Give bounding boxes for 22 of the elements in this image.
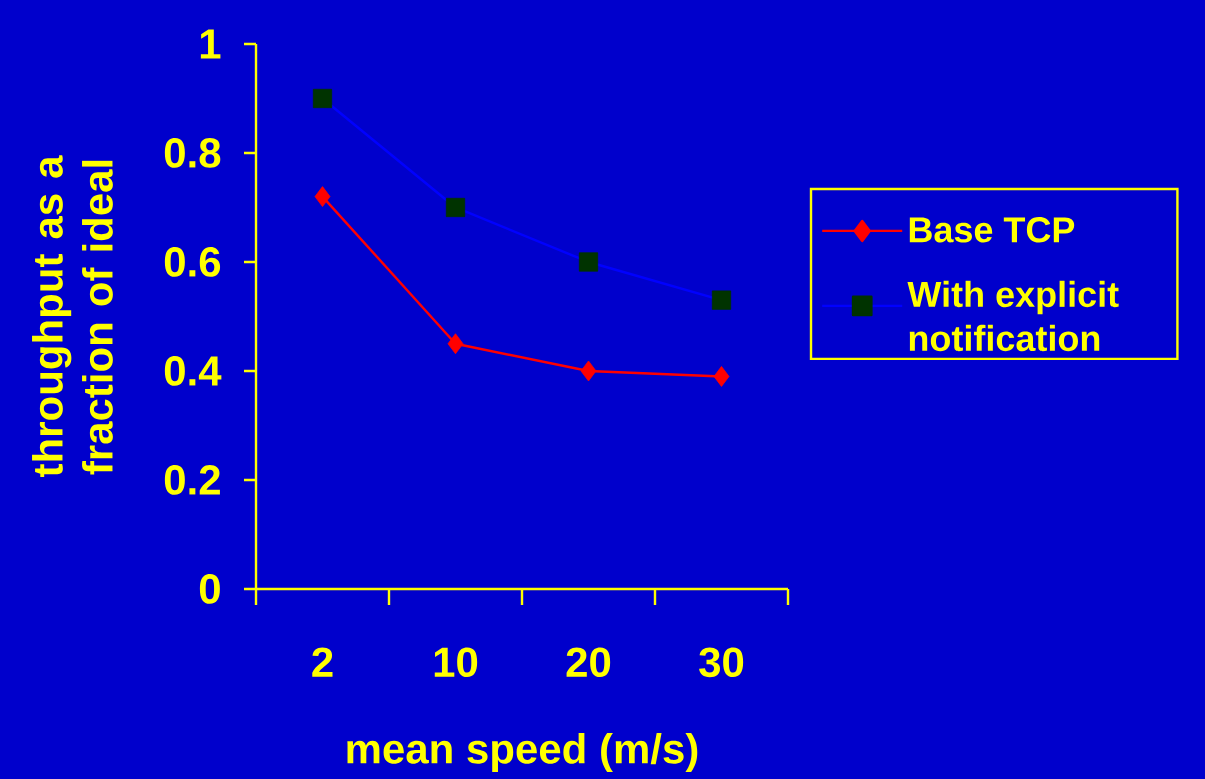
point: [445, 197, 466, 218]
y-tick-label: 0: [199, 574, 220, 604]
x-tick-label: 30: [699, 647, 744, 678]
point: [711, 290, 732, 310]
x-tick-label: 20: [566, 647, 611, 678]
legend-label: Base TCP: [909, 217, 1075, 243]
y-tick-label: 0.4: [164, 356, 222, 386]
point: [447, 333, 464, 355]
point: [314, 186, 331, 207]
y-axis-title: throughput as a fraction of ideal: [32, 155, 113, 477]
y-tick-label: 0.6: [164, 247, 221, 277]
y-tick-label: 0.8: [164, 138, 221, 168]
y-tick-label: 1: [200, 29, 221, 59]
point: [578, 252, 599, 272]
point: [580, 360, 597, 382]
y-tick-label: 0.2: [164, 465, 220, 495]
point: [713, 366, 730, 387]
legend-label: With explicit notification: [907, 280, 1119, 352]
point: [312, 88, 333, 109]
x-tick-label: 2: [312, 647, 333, 677]
x-tick-label: 10: [434, 647, 478, 678]
x-axis-title: mean speed (m/s): [347, 732, 698, 773]
